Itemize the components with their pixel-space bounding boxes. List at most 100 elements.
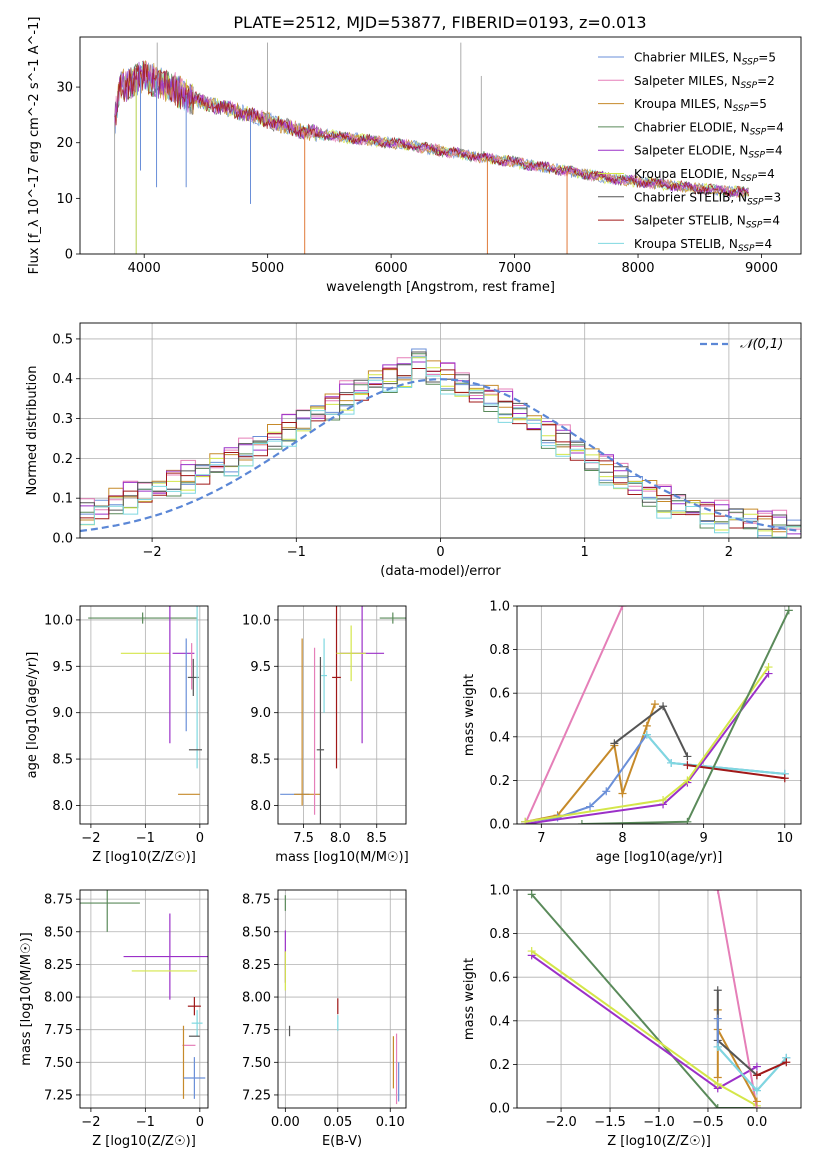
- mass-weight-line: [687, 764, 785, 780]
- mass-weight-marker: [527, 890, 536, 899]
- axes-frame: [79, 889, 209, 1109]
- axes-frame: [277, 889, 407, 1109]
- x-tick-label: −2: [81, 1115, 100, 1130]
- y-tick-label: 0.0: [489, 1102, 510, 1117]
- y-tick-label: 1.0: [489, 600, 510, 615]
- y-tick-label: 10.0: [242, 613, 271, 628]
- mass-weight-marker: [577, 820, 586, 824]
- mass-weight-marker: [713, 1104, 722, 1108]
- legend-label: Kroupa STELIB, NSSP=4: [634, 237, 772, 254]
- mass-weight-line: [581, 609, 790, 824]
- x-tick-label: −1.0: [643, 1115, 675, 1130]
- y-tick-label: 7.75: [242, 1023, 271, 1038]
- y-tick-label: 9.0: [52, 706, 73, 721]
- mass-weight-marker: [713, 1014, 722, 1023]
- mass-vs-ebv-panel: 0.00 0.05 0.10 7.25 7.50 7.75 8.00 8.25 8.50 8.75…: [242, 889, 407, 1149]
- mass-weight-marker: [527, 947, 536, 956]
- y-tick-label: 0.0: [52, 532, 73, 547]
- y-tick-label: 8.75: [242, 893, 271, 908]
- spectrum-line: [114, 61, 750, 197]
- x-tick-label: 5000: [251, 261, 284, 276]
- y-tick-label: 0.2: [489, 1058, 510, 1073]
- y-tick-label: 8.0: [52, 799, 73, 814]
- mass-weight-marker: [602, 787, 611, 796]
- massweight-vs-age-panel: 7 8 9 10 0.0 0.2 0.4 0.6 0.8 1.0 age [log10(age/yr…: [462, 600, 802, 865]
- mass-weight-marker: [752, 1071, 761, 1080]
- y-tick-label: 8.75: [44, 893, 73, 908]
- plot-area: [284, 895, 400, 1105]
- x-axis-label: mass [log10(M/M☉)]: [275, 850, 408, 865]
- y-tick-label: 0.0: [489, 818, 510, 833]
- mass-weight-marker: [683, 761, 692, 770]
- x-tick-label: 0: [196, 1115, 204, 1130]
- mass-weight-marker: [752, 1062, 761, 1071]
- x-axis-label: (data-model)/error: [380, 564, 501, 579]
- mass-weight-line: [524, 673, 770, 824]
- age-vs-mass-panel: 7.5 8.0 8.5 8.0 8.5 9.0 9.5 10.0 mass [log10(M/M…: [242, 605, 409, 865]
- x-axis-label: Z [log10(Z/Z☉)]: [607, 1134, 711, 1149]
- x-tick-label: −2: [143, 545, 162, 560]
- x-tick-label: 0.0: [747, 1115, 768, 1130]
- y-axis-label: age [log10(age/yr)]: [25, 652, 40, 779]
- legend-label: Chabrier STELIB, NSSP=3: [634, 190, 781, 207]
- x-tick-label: −2.0: [545, 1115, 577, 1130]
- x-tick-label: 0.10: [376, 1115, 405, 1130]
- mass-weight-line: [756, 1061, 787, 1077]
- mass-weight-marker: [683, 817, 692, 824]
- y-tick-label: 9.5: [52, 660, 73, 675]
- legend-label: Kroupa ELODIE, NSSP=4: [634, 167, 775, 184]
- x-axis-label: Z [log10(Z/Z☉)]: [92, 1134, 196, 1149]
- mass-weight-marker: [610, 739, 619, 748]
- y-tick-label: 7.25: [44, 1088, 73, 1103]
- y-tick-label: 0.5: [52, 332, 73, 347]
- mass-weight-marker: [752, 1097, 761, 1106]
- plot-area: [521, 606, 793, 824]
- y-tick-label: 7.25: [242, 1088, 271, 1103]
- y-tick-label: 0: [65, 248, 73, 263]
- y-axis-label: mass weight: [462, 958, 477, 1040]
- x-tick-label: 10: [776, 831, 793, 846]
- y-tick-label: 8.50: [242, 925, 271, 940]
- y-axis-label: Normed distribution: [25, 366, 40, 496]
- x-tick-label: 7.5: [293, 831, 314, 846]
- axes-frame: [277, 605, 407, 825]
- mass-weight-marker: [642, 721, 651, 730]
- y-tick-label: 10: [56, 192, 73, 207]
- mass-vs-z-panel: −2 −1 0 7.25 7.50 7.75 8.00 8.25 8.50 8.75 Z [log1…: [19, 889, 209, 1149]
- y-axis-label: mass weight: [462, 674, 477, 756]
- x-tick-label: −1: [136, 831, 155, 846]
- plot-area: [88, 606, 203, 795]
- mass-weight-marker: [521, 817, 530, 824]
- y-tick-label: 7.50: [242, 1056, 271, 1071]
- x-tick-label: −1: [136, 1115, 155, 1130]
- y-axis-label: mass [log10(M/M☉)]: [19, 932, 34, 1065]
- y-tick-label: 8.25: [44, 958, 73, 973]
- y-tick-label: 0.6: [489, 687, 510, 702]
- x-tick-label: −2: [81, 831, 100, 846]
- mass-weight-marker: [642, 730, 651, 739]
- mass-weight-marker: [713, 1073, 722, 1082]
- mass-weight-marker: [752, 1086, 761, 1095]
- massweight-vs-z-panel: −2.0 −1.5 −1.0 −0.5 0.0 0.0 0.2 0.4 0.6 0.8 1.0 Z […: [462, 884, 802, 1149]
- y-tick-label: 8.00: [44, 991, 73, 1006]
- mass-weight-marker: [659, 702, 668, 711]
- x-tick-label: 0.05: [323, 1115, 352, 1130]
- x-axis-label: E(B-V): [322, 1134, 362, 1149]
- mass-weight-marker: [764, 663, 773, 672]
- y-tick-label: 8.25: [242, 958, 271, 973]
- mass-weight-line: [531, 950, 758, 1107]
- mass-weight-marker: [650, 700, 659, 709]
- histogram-step: [80, 356, 801, 538]
- x-tick-label: 8: [618, 831, 626, 846]
- y-tick-label: 0.2: [489, 774, 510, 789]
- residuals-panel: −2 −1 0 1 2 0.0 0.1 0.2 0.3 0.4 0.5 (data-model)/er…: [25, 322, 802, 579]
- x-tick-label: −0.5: [692, 1115, 724, 1130]
- x-axis-label: wavelength [Angstrom, rest frame]: [326, 280, 555, 295]
- y-tick-label: 0.4: [489, 1014, 510, 1029]
- y-tick-label: 0.4: [52, 372, 73, 387]
- mass-weight-marker: [683, 776, 692, 785]
- plot-area: [80, 890, 208, 1099]
- x-tick-label: −1: [287, 545, 306, 560]
- legend-label: 𝒩(0,1): [740, 337, 783, 352]
- figure-title: PLATE=2512, MJD=53877, FIBERID=0193, z=0…: [233, 13, 646, 32]
